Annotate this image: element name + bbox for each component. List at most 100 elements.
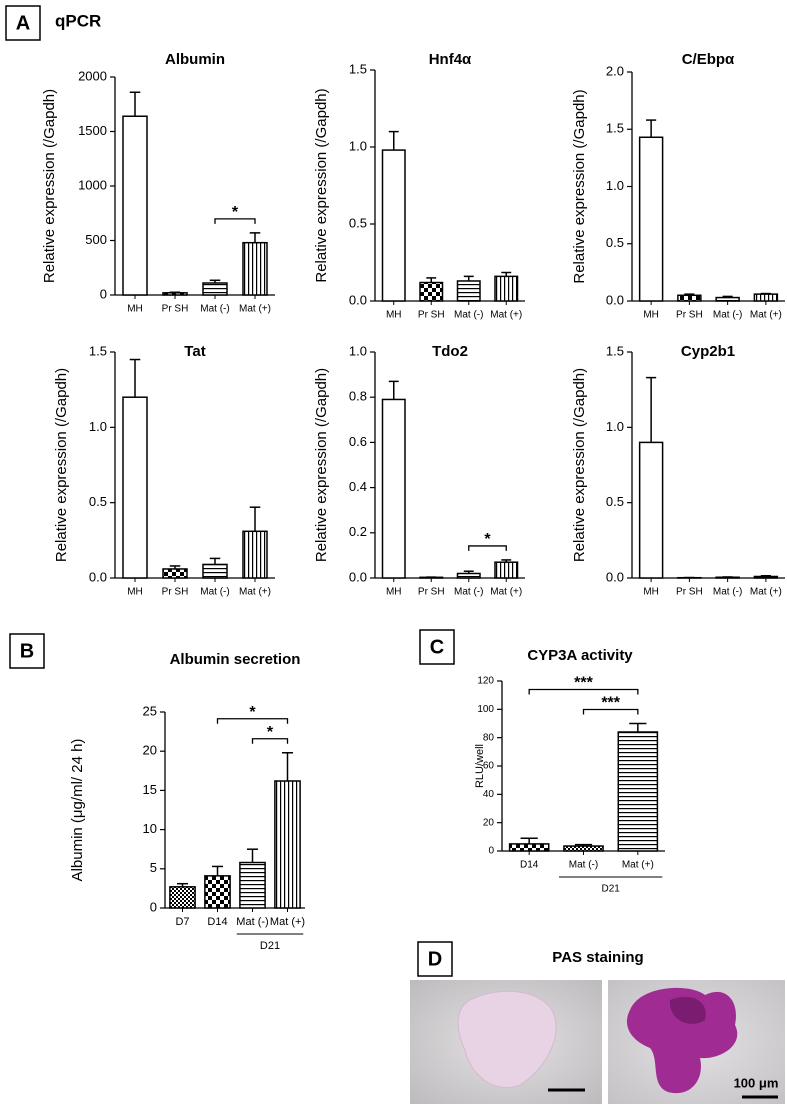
y-tick-label: 0: [150, 899, 157, 914]
y-axis-label: Relative expression (/Gapdh): [41, 89, 58, 283]
x-tick-label: Mat (-): [454, 310, 483, 321]
y-axis-label: Relative expression (/Gapdh): [53, 368, 70, 562]
x-tick-label: Mat (-): [713, 310, 742, 321]
y-tick-label: 0.6: [349, 434, 367, 449]
bar: [458, 573, 481, 578]
bar: [495, 562, 518, 578]
y-tick-label: 0.5: [606, 235, 624, 250]
significance-label: ***: [574, 675, 593, 692]
x-tick-label: D14: [207, 916, 227, 928]
x-tick-label: MH: [643, 310, 659, 321]
bar: [205, 876, 230, 908]
x-tick-label: Pr SH: [162, 587, 189, 598]
chart-title: CYP3A activity: [527, 647, 633, 664]
y-tick-label: 40: [483, 789, 495, 800]
bar: [678, 295, 701, 301]
chart-title: Cyp2b1: [681, 343, 735, 360]
micrograph: 100 μm: [608, 980, 785, 1104]
significance-label: *: [249, 704, 256, 721]
x-tick-label: MH: [127, 304, 143, 315]
chart-title: Tat: [184, 343, 205, 360]
x-tick-label: D7: [175, 916, 189, 928]
y-tick-label: 1.0: [89, 419, 107, 434]
x-tick-label: MH: [643, 587, 659, 598]
y-tick-label: 0.8: [349, 389, 367, 404]
chart-title: C/Ebpα: [682, 51, 735, 68]
section-title: PAS staining: [552, 949, 643, 966]
x-tick-label: D14: [520, 860, 539, 871]
y-tick-label: 100: [477, 704, 494, 715]
x-tick-label: Pr SH: [676, 310, 703, 321]
y-tick-label: 5: [150, 860, 157, 875]
y-tick-label: 25: [143, 703, 157, 718]
bar: [163, 293, 187, 295]
y-tick-label: 2000: [78, 68, 107, 83]
y-tick-label: 0.0: [349, 292, 367, 307]
x-tick-label: Pr SH: [418, 310, 445, 321]
bar: [716, 298, 739, 301]
x-tick-label: Mat (+): [750, 310, 782, 321]
y-axis-label: Relative expression (/Gapdh): [313, 88, 330, 282]
bar: [640, 137, 663, 301]
y-tick-label: 120: [477, 676, 494, 687]
y-tick-label: 0: [488, 846, 494, 857]
x-tick-label: Mat (-): [713, 587, 742, 598]
y-tick-label: 80: [483, 732, 495, 743]
bar: [383, 150, 406, 301]
group-label: D21: [601, 884, 620, 895]
y-axis-label: Relative expression (/Gapdh): [571, 89, 588, 283]
x-tick-label: Pr SH: [676, 587, 703, 598]
x-tick-label: MH: [127, 587, 143, 598]
bar: [420, 283, 443, 301]
bar: [123, 397, 147, 578]
y-tick-label: 0.0: [89, 569, 107, 584]
x-tick-label: Mat (+): [490, 310, 522, 321]
y-tick-label: 20: [143, 743, 157, 758]
bar: [716, 577, 739, 578]
y-tick-label: 0.0: [606, 292, 624, 307]
bar: [243, 243, 267, 295]
y-tick-label: 0.5: [606, 494, 624, 509]
y-tick-label: 0.2: [349, 524, 367, 539]
y-tick-label: 1.5: [606, 343, 624, 358]
y-axis-label: Relative expression (/Gapdh): [571, 368, 588, 562]
y-tick-label: 500: [85, 232, 107, 247]
x-tick-label: Mat (-): [454, 587, 483, 598]
y-tick-label: 1500: [78, 123, 107, 138]
bar: [618, 732, 657, 851]
x-tick-label: MH: [386, 587, 402, 598]
y-tick-label: 2.0: [606, 63, 624, 78]
bar: [754, 294, 777, 301]
y-tick-label: 0.5: [349, 215, 367, 230]
y-tick-label: 1.5: [606, 121, 624, 136]
chart-title: Albumin: [165, 51, 225, 68]
y-tick-label: 60: [483, 761, 495, 772]
bar: [203, 564, 227, 578]
y-axis-label: Relative expression (/Gapdh): [313, 368, 330, 562]
y-tick-label: 1.5: [89, 343, 107, 358]
x-tick-label: Mat (-): [236, 916, 268, 928]
y-axis-label: Albumin (μg/ml/ 24 h): [69, 739, 86, 882]
y-tick-label: 1.0: [349, 343, 367, 358]
x-tick-label: Mat (+): [239, 304, 271, 315]
significance-label: ***: [601, 695, 620, 712]
micrograph: [410, 980, 602, 1104]
x-tick-label: Mat (+): [750, 587, 782, 598]
y-tick-label: 1.0: [349, 138, 367, 153]
y-tick-label: 1.5: [349, 61, 367, 76]
y-tick-label: 0.4: [349, 479, 367, 494]
bar: [163, 569, 187, 578]
y-tick-label: 15: [143, 782, 157, 797]
bar: [240, 863, 265, 908]
scale-label: 100 μm: [734, 1075, 779, 1090]
panel-label: B: [20, 640, 34, 662]
bar: [754, 576, 777, 578]
y-tick-label: 0: [100, 286, 107, 301]
x-tick-label: MH: [386, 310, 402, 321]
y-tick-label: 0.0: [349, 569, 367, 584]
significance-label: *: [267, 724, 274, 741]
section-title: qPCR: [55, 11, 101, 30]
x-tick-label: Mat (+): [239, 587, 271, 598]
panel-label: A: [16, 12, 30, 34]
